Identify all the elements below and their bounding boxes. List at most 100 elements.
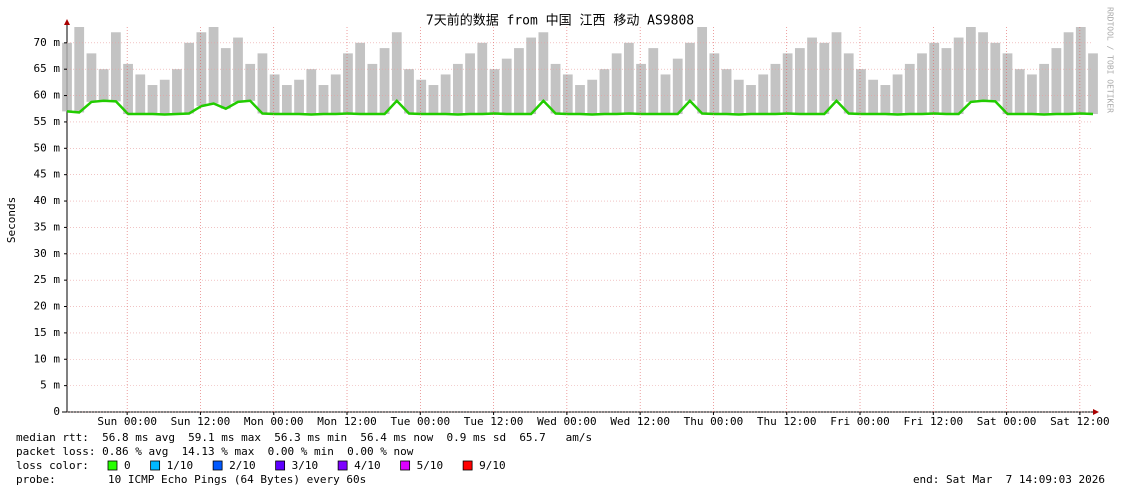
legend-label: 4/10	[354, 459, 381, 472]
smoke-bar	[550, 63, 561, 114]
smoke-bar	[709, 53, 720, 115]
smoke-bar	[269, 74, 280, 115]
smoke-bar	[941, 48, 952, 115]
y-tick-label: 5 m	[40, 379, 60, 392]
smoke-bar	[1075, 27, 1086, 114]
smoke-bar	[868, 79, 879, 115]
smoke-bar	[660, 74, 671, 115]
smoke-bar	[831, 32, 842, 101]
smoke-bar	[1027, 74, 1037, 115]
legend-label: 3/10	[292, 459, 319, 472]
y-tick-label: 20 m	[34, 300, 61, 313]
x-axis-arrow	[1093, 409, 1099, 415]
legend-swatch	[400, 460, 411, 471]
smoke-bar	[452, 63, 463, 115]
legend-swatch	[107, 460, 118, 471]
smoke-bar	[794, 48, 805, 115]
y-tick-label: 60 m	[34, 89, 61, 102]
smoke-bar	[953, 37, 964, 115]
smoke-bar	[1039, 63, 1050, 115]
smoke-bar	[404, 69, 414, 114]
smoke-bar	[220, 48, 231, 109]
smoke-bar	[159, 79, 170, 115]
smoke-bar	[1063, 32, 1074, 115]
smoke-bar	[355, 42, 366, 115]
smoke-bar	[562, 74, 573, 115]
x-tick-label: Wed 00:00	[537, 415, 597, 428]
smoke-bar	[1014, 69, 1025, 115]
smoke-bar	[843, 53, 854, 114]
y-axis-label: Seconds	[5, 197, 18, 243]
smoke-bar	[172, 69, 182, 115]
y-tick-label: 50 m	[34, 141, 61, 154]
legend-label: 2/10	[229, 459, 256, 472]
x-tick-label: Tue 12:00	[464, 415, 524, 428]
smoke-bar	[184, 42, 195, 114]
x-tick-label: Sat 12:00	[1050, 415, 1110, 428]
legend-swatch	[150, 460, 161, 471]
smoke-bar	[770, 63, 781, 115]
y-tick-label: 30 m	[34, 247, 61, 260]
x-tick-label: Fri 12:00	[903, 415, 963, 428]
smoke-bar	[733, 79, 744, 115]
x-tick-label: Fri 00:00	[830, 415, 890, 428]
legend-label: 9/10	[479, 459, 506, 472]
smoke-bar	[819, 42, 830, 115]
smoke-bar	[440, 74, 451, 115]
smoke-bar	[123, 63, 133, 115]
smoke-bar	[978, 32, 988, 101]
smoke-bar	[86, 53, 97, 102]
smoke-bar	[330, 74, 341, 115]
y-axis-arrow	[64, 19, 70, 25]
end-time: end: Sat Mar 7 14:09:03 2026	[913, 473, 1105, 486]
y-tick-label: 45 m	[34, 168, 61, 181]
smoke-bar	[1051, 48, 1062, 115]
smoke-bar	[636, 63, 646, 115]
chart-title: 7天前的数据 from 中国 江西 移动 AS9808	[426, 13, 694, 29]
x-tick-label: Wed 12:00	[610, 415, 670, 428]
smoke-bar	[587, 79, 598, 115]
smoke-bar	[428, 85, 439, 115]
smoke-bar	[892, 74, 903, 115]
smoke-bar	[135, 74, 146, 115]
y-tick-label: 55 m	[34, 115, 61, 128]
smoke-bar	[233, 37, 243, 102]
smoke-bar	[990, 42, 1001, 102]
x-tick-label: Sun 00:00	[97, 415, 157, 428]
smoke-bar	[416, 79, 427, 115]
smoke-bar	[965, 27, 976, 102]
y-tick-label: 35 m	[34, 220, 61, 233]
smoke-bar	[98, 69, 109, 101]
median-stats: median rtt: 56.8 ms avg 59.1 ms max 56.3…	[16, 431, 592, 444]
y-tick-label: 0	[53, 405, 60, 418]
smoke-bar	[672, 58, 683, 115]
legend-swatch	[462, 460, 473, 471]
smoke-bar	[1088, 53, 1098, 115]
smoke-bar	[465, 53, 475, 115]
smoke-bar	[257, 53, 268, 114]
smoke-bar	[758, 74, 769, 115]
smoke-bar	[782, 53, 793, 114]
x-tick-label: Thu 12:00	[757, 415, 817, 428]
y-tick-label: 40 m	[34, 194, 61, 207]
loss-stats: packet loss: 0.86 % avg 14.13 % max 0.00…	[16, 445, 414, 458]
watermark: RRDTOOL / TOBI OETIKER	[1106, 7, 1115, 113]
x-tick-label: Tue 00:00	[390, 415, 450, 428]
probe-label: probe:	[16, 473, 56, 486]
legend-label: 1/10	[167, 459, 194, 472]
smoke-bar	[110, 32, 121, 102]
smoke-bar	[501, 58, 512, 115]
smoke-bar	[575, 85, 585, 115]
smoke-bar	[721, 69, 732, 115]
smoke-bar	[196, 32, 207, 107]
x-tick-label: Sat 00:00	[977, 415, 1037, 428]
smoke-bar	[391, 32, 402, 101]
legend-swatch	[275, 460, 286, 471]
smoke-bar	[685, 42, 695, 101]
smoke-bar	[807, 37, 817, 115]
smoke-bar	[379, 48, 390, 115]
median-line	[66, 98, 1094, 116]
smoke-bar	[367, 63, 378, 115]
smoke-bar	[904, 63, 915, 115]
